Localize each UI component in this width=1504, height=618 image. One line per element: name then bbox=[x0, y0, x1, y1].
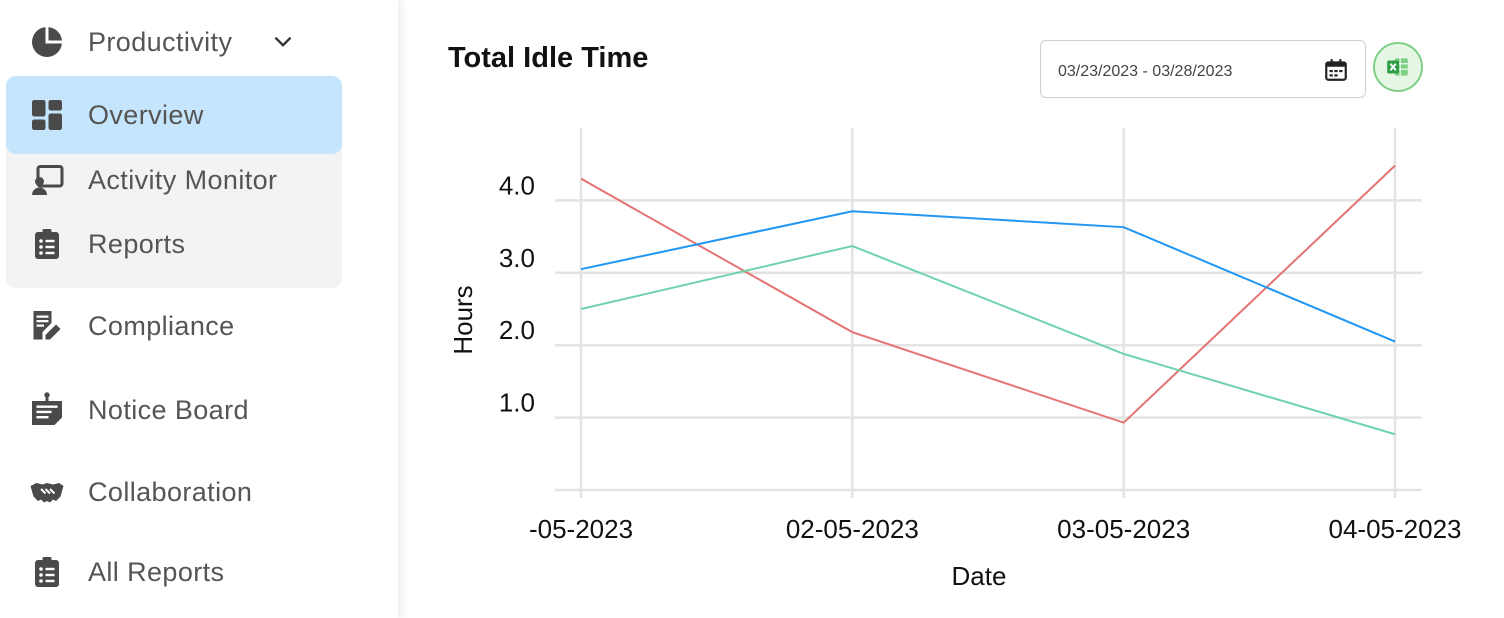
dashboard-icon bbox=[28, 96, 66, 134]
sidebar-item-label: Productivity bbox=[88, 26, 233, 57]
sidebar-item-label: Reports bbox=[88, 228, 186, 259]
sidebar: Productivity Overview Activity Monitor R… bbox=[0, 0, 398, 618]
clipboard-list-icon bbox=[28, 553, 66, 591]
y-tick-label: 1.0 bbox=[499, 388, 535, 418]
sidebar-item-all-reports[interactable]: All Reports bbox=[0, 542, 398, 602]
sidebar-item-collaboration[interactable]: Collaboration bbox=[0, 462, 398, 522]
series-line-2 bbox=[580, 210, 1396, 343]
y-axis-label: Hours bbox=[448, 285, 478, 354]
series-line-1 bbox=[580, 164, 1396, 424]
monitor-user-icon bbox=[28, 161, 66, 199]
sidebar-item-label: Overview bbox=[88, 99, 204, 130]
calendar-icon[interactable] bbox=[1323, 57, 1349, 83]
y-tick-label: 4.0 bbox=[499, 170, 535, 200]
series-line-3 bbox=[580, 244, 1396, 436]
sidebar-item-overview[interactable]: Overview bbox=[0, 85, 398, 145]
x-tick-label: -05-2023 bbox=[529, 514, 633, 544]
sidebar-item-label: Notice Board bbox=[88, 394, 249, 425]
clipboard-list-icon bbox=[28, 225, 66, 263]
x-tick-label: 03-05-2023 bbox=[1057, 514, 1190, 544]
x-axis-label: Date bbox=[952, 561, 1007, 591]
y-tick-label: 3.0 bbox=[499, 243, 535, 273]
sidebar-item-notice-board[interactable]: Notice Board bbox=[0, 380, 398, 440]
chevron-down-icon[interactable] bbox=[270, 29, 296, 55]
notice-board-icon bbox=[28, 391, 66, 429]
y-tick-label: 2.0 bbox=[499, 315, 535, 345]
x-tick-label: 02-05-2023 bbox=[786, 514, 919, 544]
pie-chart-icon bbox=[28, 23, 66, 61]
date-range-value: 03/23/2023 - 03/28/2023 bbox=[1058, 63, 1233, 80]
document-edit-icon bbox=[28, 307, 66, 345]
sidebar-item-productivity[interactable]: Productivity bbox=[0, 12, 398, 72]
x-tick-label: 04-05-2023 bbox=[1329, 514, 1462, 544]
date-range-input[interactable]: 03/23/2023 - 03/28/2023 bbox=[1040, 40, 1366, 98]
sidebar-item-label: All Reports bbox=[88, 556, 225, 587]
sidebar-item-reports[interactable]: Reports bbox=[0, 214, 398, 274]
active-item-highlight bbox=[6, 76, 342, 154]
sidebar-item-compliance[interactable]: Compliance bbox=[0, 296, 398, 356]
handshake-icon bbox=[28, 473, 66, 511]
sidebar-item-label: Activity Monitor bbox=[88, 164, 278, 195]
sidebar-item-activity-monitor[interactable]: Activity Monitor bbox=[0, 150, 398, 210]
chart-title: Total Idle Time bbox=[448, 42, 649, 74]
sidebar-item-label: Collaboration bbox=[88, 476, 253, 507]
sidebar-item-label: Compliance bbox=[88, 310, 235, 341]
excel-icon bbox=[1387, 58, 1408, 76]
idle-time-line-chart: 1.0 2.0 3.0 4.0 -05-2023 02-05-2023 03-05-2023… bbox=[448, 128, 1462, 591]
export-excel-button[interactable] bbox=[1373, 42, 1423, 92]
